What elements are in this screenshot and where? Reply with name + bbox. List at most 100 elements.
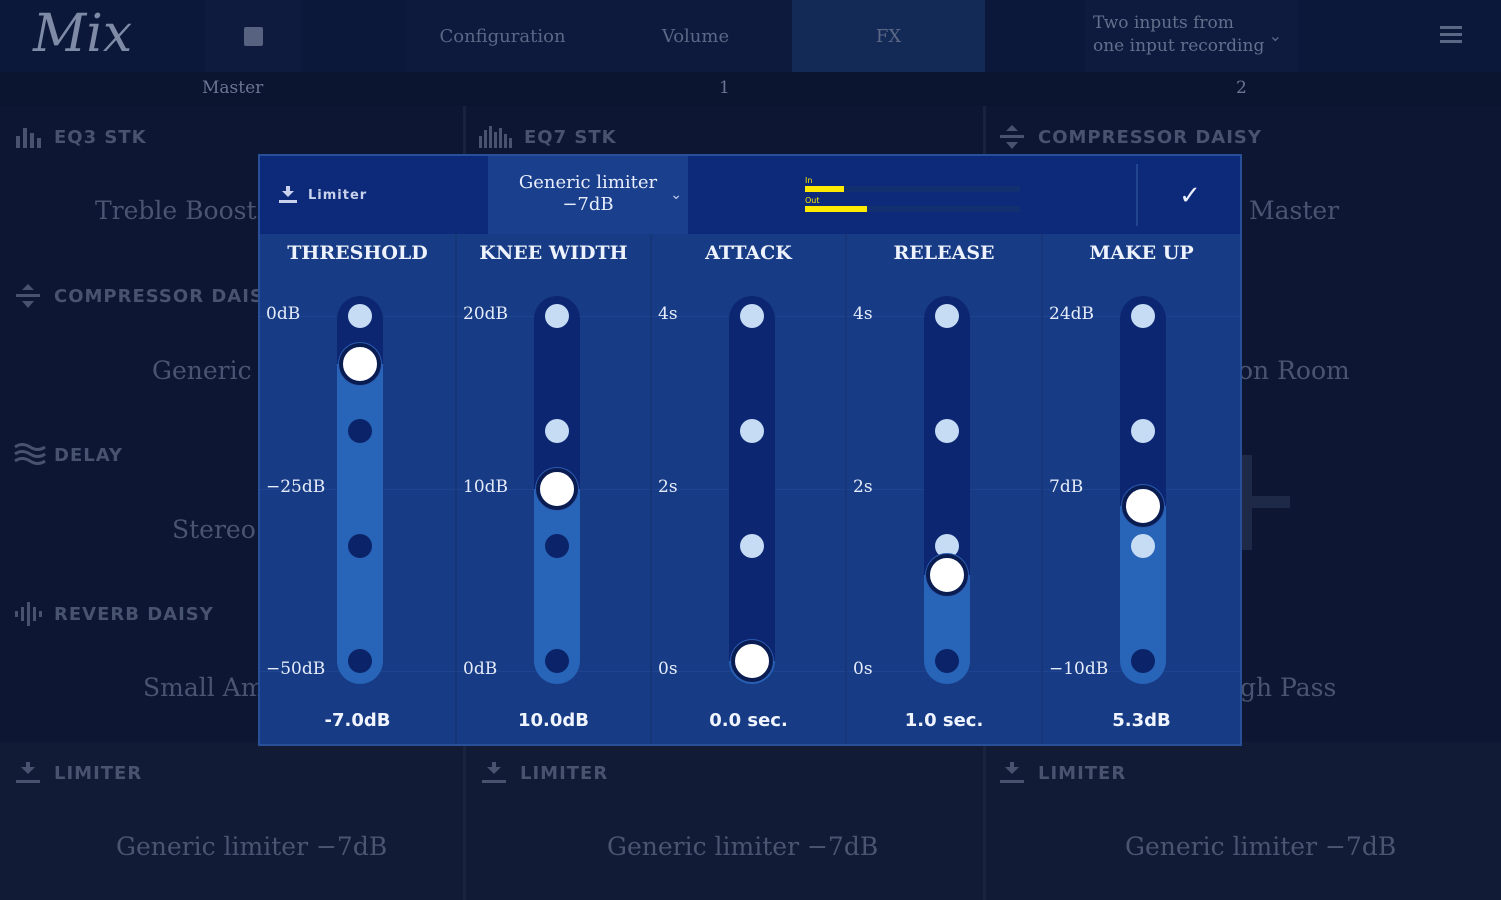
fx-preset-value[interactable]: Generic limiter −7dB (607, 832, 879, 861)
fx-preset-value[interactable]: Generic limiter −7dB (1125, 832, 1397, 861)
tab-fx[interactable]: FX (792, 0, 985, 72)
slider-step-dot (545, 534, 569, 558)
fx-name: COMPRESSOR DAISY (1038, 126, 1262, 148)
level-meters: In Out (805, 176, 1025, 216)
scale-tick-label: 4s (658, 304, 678, 324)
fx-name: LIMITER (520, 762, 609, 784)
param-knee-width: KNEE WIDTH 20dB 10dB 0dB 10.0dB (455, 234, 650, 744)
limiter-preset-line1: Generic limiter (518, 172, 658, 193)
scale-tick-label: 7dB (1049, 477, 1084, 497)
param-title: MAKE UP (1089, 242, 1194, 264)
compressor-icon (998, 124, 1026, 150)
fx-name: LIMITER (1038, 762, 1127, 784)
fx-preset-value[interactable]: Master (1249, 196, 1340, 225)
equalizer-bars-icon (478, 124, 512, 150)
main-tabs: Configuration Volume FX (406, 0, 985, 72)
fx-name: REVERB DAISY (54, 603, 214, 625)
slider-step-dot (348, 304, 372, 328)
meter-out-label: Out (805, 196, 820, 205)
slider-fill (337, 364, 383, 684)
scale-tick-label: 4s (853, 304, 873, 324)
slider-knob[interactable] (1122, 484, 1164, 527)
fx-slot-reverb[interactable]: REVERB DAISY (14, 599, 214, 629)
scale-tick-label: 2s (658, 477, 678, 497)
param-value: 1.0 sec. (904, 710, 984, 731)
slider-step-dot (348, 534, 372, 558)
dialog-header: Limiter Generic limiter −7dB ⌄ In Out ✓ (260, 156, 1240, 234)
param-value: 5.3dB (1112, 710, 1171, 731)
slider-step-dot (740, 534, 764, 558)
meter-in-label: In (805, 176, 813, 185)
param-attack: ATTACK 4s 2s 0s 0.0 sec. (650, 234, 845, 744)
slider-step-dot (1131, 419, 1155, 443)
fx-preset-value[interactable]: Small Aml (143, 673, 273, 702)
param-value: -7.0dB (324, 710, 391, 731)
fx-slot-eq7[interactable]: EQ7 STK (478, 122, 617, 152)
fx-preset-value[interactable]: Generic S (152, 356, 277, 385)
fx-slot-limiter[interactable]: LIMITER (998, 758, 1126, 788)
fx-name: EQ7 STK (524, 126, 617, 148)
chevron-down-icon: ⌄ (670, 187, 682, 203)
fx-preset-value[interactable]: on Room (1238, 356, 1350, 385)
limiter-preset-line2: −7dB (562, 194, 614, 215)
chevron-down-icon: ⌄ (1268, 26, 1282, 45)
param-make-up: MAKE UP 24dB 7dB −10dB 5.3dB (1041, 234, 1240, 744)
fx-slot-eq3[interactable]: EQ3 STK (14, 122, 147, 152)
limiter-icon (480, 760, 508, 786)
confirm-check-icon[interactable]: ✓ (1179, 181, 1201, 211)
stop-button[interactable] (205, 0, 302, 72)
param-title: ATTACK (705, 242, 792, 264)
limiter-icon (14, 760, 42, 786)
limiter-dialog: Limiter Generic limiter −7dB ⌄ In Out ✓ … (260, 156, 1240, 744)
meter-in (805, 186, 1020, 192)
tab-volume[interactable]: Volume (599, 0, 792, 72)
slider-step-dot (740, 419, 764, 443)
param-threshold: THRESHOLD 0dB −25dB −50dB -7.0dB (260, 234, 455, 744)
fx-slot-limiter[interactable]: LIMITER (14, 758, 142, 788)
slider-knob[interactable] (731, 640, 773, 682)
slider-step-dot (348, 649, 372, 673)
app-logo: Mix (33, 4, 133, 64)
limiter-icon (278, 186, 298, 204)
reverb-waveform-icon (14, 601, 42, 627)
dialog-title-text: Limiter (308, 187, 368, 203)
slider-knob[interactable] (926, 553, 968, 596)
scale-tick-label: 10dB (463, 477, 509, 497)
slider-step-dot (348, 419, 372, 443)
slider-step-dot (740, 304, 764, 328)
slider-knob[interactable] (536, 467, 578, 510)
fx-preset-value[interactable]: Treble Boost B (95, 196, 283, 225)
compressor-icon (14, 283, 42, 309)
fx-slot-limiter[interactable]: LIMITER (480, 758, 608, 788)
fx-slot-compressor[interactable]: COMPRESSOR DAISY (998, 122, 1262, 152)
scale-tick-label: 0dB (463, 659, 498, 679)
fx-preset-value[interactable]: Generic limiter −7dB (116, 832, 388, 861)
fx-preset-value[interactable]: gh Pass (1240, 673, 1337, 702)
add-effect-icon[interactable] (1228, 455, 1290, 550)
slider-knob[interactable] (339, 343, 381, 386)
fx-slot-compressor[interactable]: COMPRESSOR DAISY (14, 281, 278, 311)
routing-preset-select[interactable]: Two inputs from one input recording ⌄ (1085, 0, 1298, 72)
param-release: RELEASE 4s 2s 0s 1.0 sec. (845, 234, 1041, 744)
fx-name: EQ3 STK (54, 126, 147, 148)
equalizer-bars-icon (14, 124, 42, 150)
param-title: THRESHOLD (287, 242, 428, 264)
hamburger-menu-icon[interactable] (1440, 26, 1462, 46)
slider-track[interactable] (729, 296, 775, 684)
slider-step-dot (935, 419, 959, 443)
tab-configuration[interactable]: Configuration (406, 0, 599, 72)
fx-slot-delay[interactable]: DELAY (14, 440, 123, 470)
channel-label-2: 2 (1236, 78, 1247, 98)
scale-tick-label: −25dB (266, 477, 326, 497)
routing-preset-line1: Two inputs from (1093, 13, 1234, 33)
scale-tick-label: 20dB (463, 304, 509, 324)
limiter-preset-select[interactable]: Generic limiter −7dB ⌄ (488, 156, 688, 234)
fx-name: COMPRESSOR DAISY (54, 285, 278, 307)
slider-track[interactable] (924, 296, 970, 684)
slider-step-dot (545, 419, 569, 443)
limiter-row-band (0, 742, 1501, 900)
delay-waves-icon (14, 442, 46, 468)
param-title: RELEASE (893, 242, 995, 264)
meter-in-fill (805, 186, 844, 192)
